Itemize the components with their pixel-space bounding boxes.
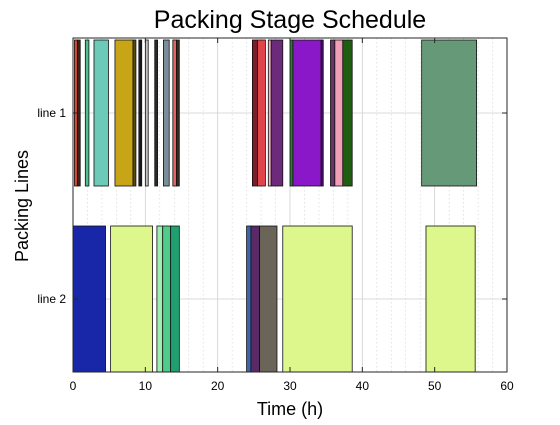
task-bar [156,225,164,373]
task-bar [132,39,137,187]
task-bar [246,225,252,373]
task-bar [334,39,344,187]
task-bar [259,225,278,373]
task-bar [93,39,109,187]
task-bar [114,39,134,187]
task-bar [267,39,272,187]
task-bar [138,39,143,187]
x-tick-label: 20 [211,379,225,393]
task-bar [172,39,177,187]
task-bar [282,225,353,373]
y-tick-label: line 2 [37,292,66,306]
task-bar [425,225,476,373]
bars-layer [72,39,478,373]
x-tick-label: 60 [500,379,514,393]
x-tick-label: 50 [428,379,442,393]
x-tick-label: 40 [356,379,370,393]
task-bar [330,39,336,187]
task-bar [421,39,478,187]
task-bar [84,39,90,187]
task-bar [144,39,149,187]
chart-title: Packing Stage Schedule [154,6,426,34]
x-tick-label: 30 [283,379,297,393]
x-tick-label: 10 [139,379,153,393]
task-bar [251,39,258,187]
task-bar [72,225,106,373]
y-tick-label: line 1 [37,106,66,120]
task-bar [320,39,324,187]
x-axis-label: Time (h) [257,399,323,419]
ticks-layer: 0 10 20 30 40 50 60 line 1 line 2 [37,38,514,393]
task-bar [289,39,294,187]
task-bar [176,39,180,187]
task-bar [154,39,159,187]
task-bar [162,225,172,373]
task-bar [163,39,170,187]
x-tick-label: 0 [70,379,77,393]
y-axis-label: Packing Lines [12,150,32,262]
task-bar [292,39,322,187]
task-bar [170,225,180,373]
task-bar [110,225,153,373]
task-bar [250,225,261,373]
task-bar [270,39,284,187]
task-bar [342,39,353,187]
task-bar [257,39,266,187]
